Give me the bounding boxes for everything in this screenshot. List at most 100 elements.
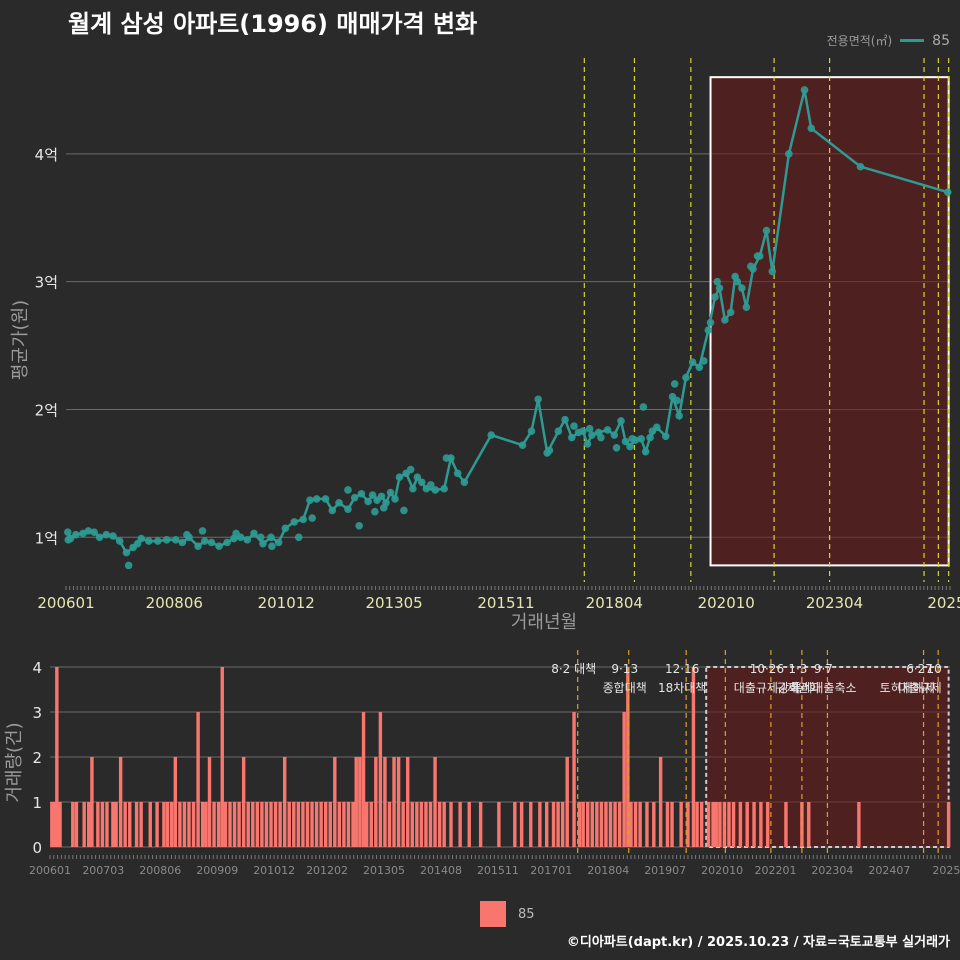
volume-bar [52,802,57,847]
volume-bar [82,802,86,847]
volume-bar [670,802,674,847]
data-point [250,529,258,538]
data-point [299,515,308,524]
price-line-chart: 1억 2억 3억 4억 200601 200806 201012 201305 201511 20… [10,58,960,633]
volume-bar [392,757,396,847]
data-point [583,440,592,448]
data-point [597,433,605,442]
volume-bar [519,802,524,847]
policy-annotation: 토허제해제 [880,681,935,695]
data-point [267,533,275,542]
data-point [223,538,231,547]
volume-bar [287,802,291,847]
x-tick-label: 202010 [698,594,755,612]
data-point [178,538,187,547]
volume-bar [246,802,250,847]
volume-bar [745,802,749,847]
data-point [162,536,171,544]
volume-bar-chart: 0 1 2 3 4 8·2 대책 9·13 종합대책 12·16 18차대책 10·26 대출규제강화… [4,650,960,877]
volume-bar [310,802,314,847]
data-point [153,537,162,545]
bar-y-axis-label: 거래량(건) [4,722,25,802]
policy-annotation: 10·26 [750,662,784,676]
data-point [413,473,422,482]
bar-x-tick-label: 201701 [530,864,572,877]
bar-x-tick-label: 2025 [932,864,960,877]
bar-x-tick-label: 202201 [754,864,796,877]
volume-bar [123,802,127,847]
volume-bar [759,802,763,847]
volume-bar [278,802,282,847]
source-caption: ©디아파트(dapt.kr) / 2025.10.23 / 자료=국토교통부 실… [566,935,950,950]
chart-title: 월계 삼성 아파트(1996) 매매가격 변화 [68,10,478,38]
data-point [281,524,290,533]
volume-bar [71,802,75,847]
data-point [704,326,713,335]
volume-bar [433,757,437,847]
volume-bar [165,802,170,847]
data-point [63,528,72,536]
data-point [290,518,299,526]
data-point [109,532,117,540]
volume-bar [260,802,264,847]
bar-x-tick-label: 200601 [29,864,71,877]
policy-annotation: 특례대출축소 [790,681,856,695]
data-point [379,504,388,512]
data-point [84,527,93,535]
data-point [194,542,202,551]
volume-bar [401,802,405,847]
volume-bar [354,757,358,847]
data-point [294,533,303,542]
volume-bar [529,802,533,847]
volume-bar [458,802,462,847]
volume-bar [346,802,351,847]
legend-series-label: 85 [932,32,950,49]
volume-bar [679,802,683,847]
volume-bar [241,757,246,847]
volume-bar [216,802,221,847]
policy-annotation: 8·2 대책 [551,661,596,676]
volume-bar [857,802,861,847]
data-point [406,465,415,474]
data-point [64,536,73,544]
volume-bar [337,802,342,847]
volume-bar [50,802,54,847]
data-point [440,484,449,493]
data-point [391,495,399,503]
data-point [545,446,554,455]
volume-bar [731,802,736,847]
x-tick-label: 201012 [258,594,315,612]
volume-bar [626,667,630,847]
data-point [637,435,645,443]
y-tick-label: 4억 [35,146,58,164]
data-point [628,435,637,443]
line-legend: 전용면적(㎡) 85 [827,32,950,49]
data-point [856,162,865,171]
volume-bar [752,802,756,847]
volume-bar [87,802,91,847]
volume-bar [251,802,255,847]
data-point [183,530,191,539]
volume-bar [560,802,565,847]
data-point [409,484,417,493]
volume-bar [155,802,159,847]
volume-bar [652,802,656,847]
data-point [688,358,697,366]
volume-bar [273,802,278,847]
volume-bar [419,802,424,847]
data-point [355,521,363,530]
data-point [386,488,395,497]
volume-bar [449,802,453,847]
volume-bar [590,802,594,847]
volume-bar [55,667,59,847]
policy-annotation: 10 [927,662,942,676]
volume-bar [437,802,442,847]
volume-bar [378,712,383,847]
volume-bar [442,802,446,847]
x-tick-label: 201511 [477,594,534,612]
volume-bar [410,802,414,847]
data-point [133,539,142,548]
legend-line-swatch [900,39,925,42]
data-point [641,447,650,456]
volume-bar [513,802,517,847]
